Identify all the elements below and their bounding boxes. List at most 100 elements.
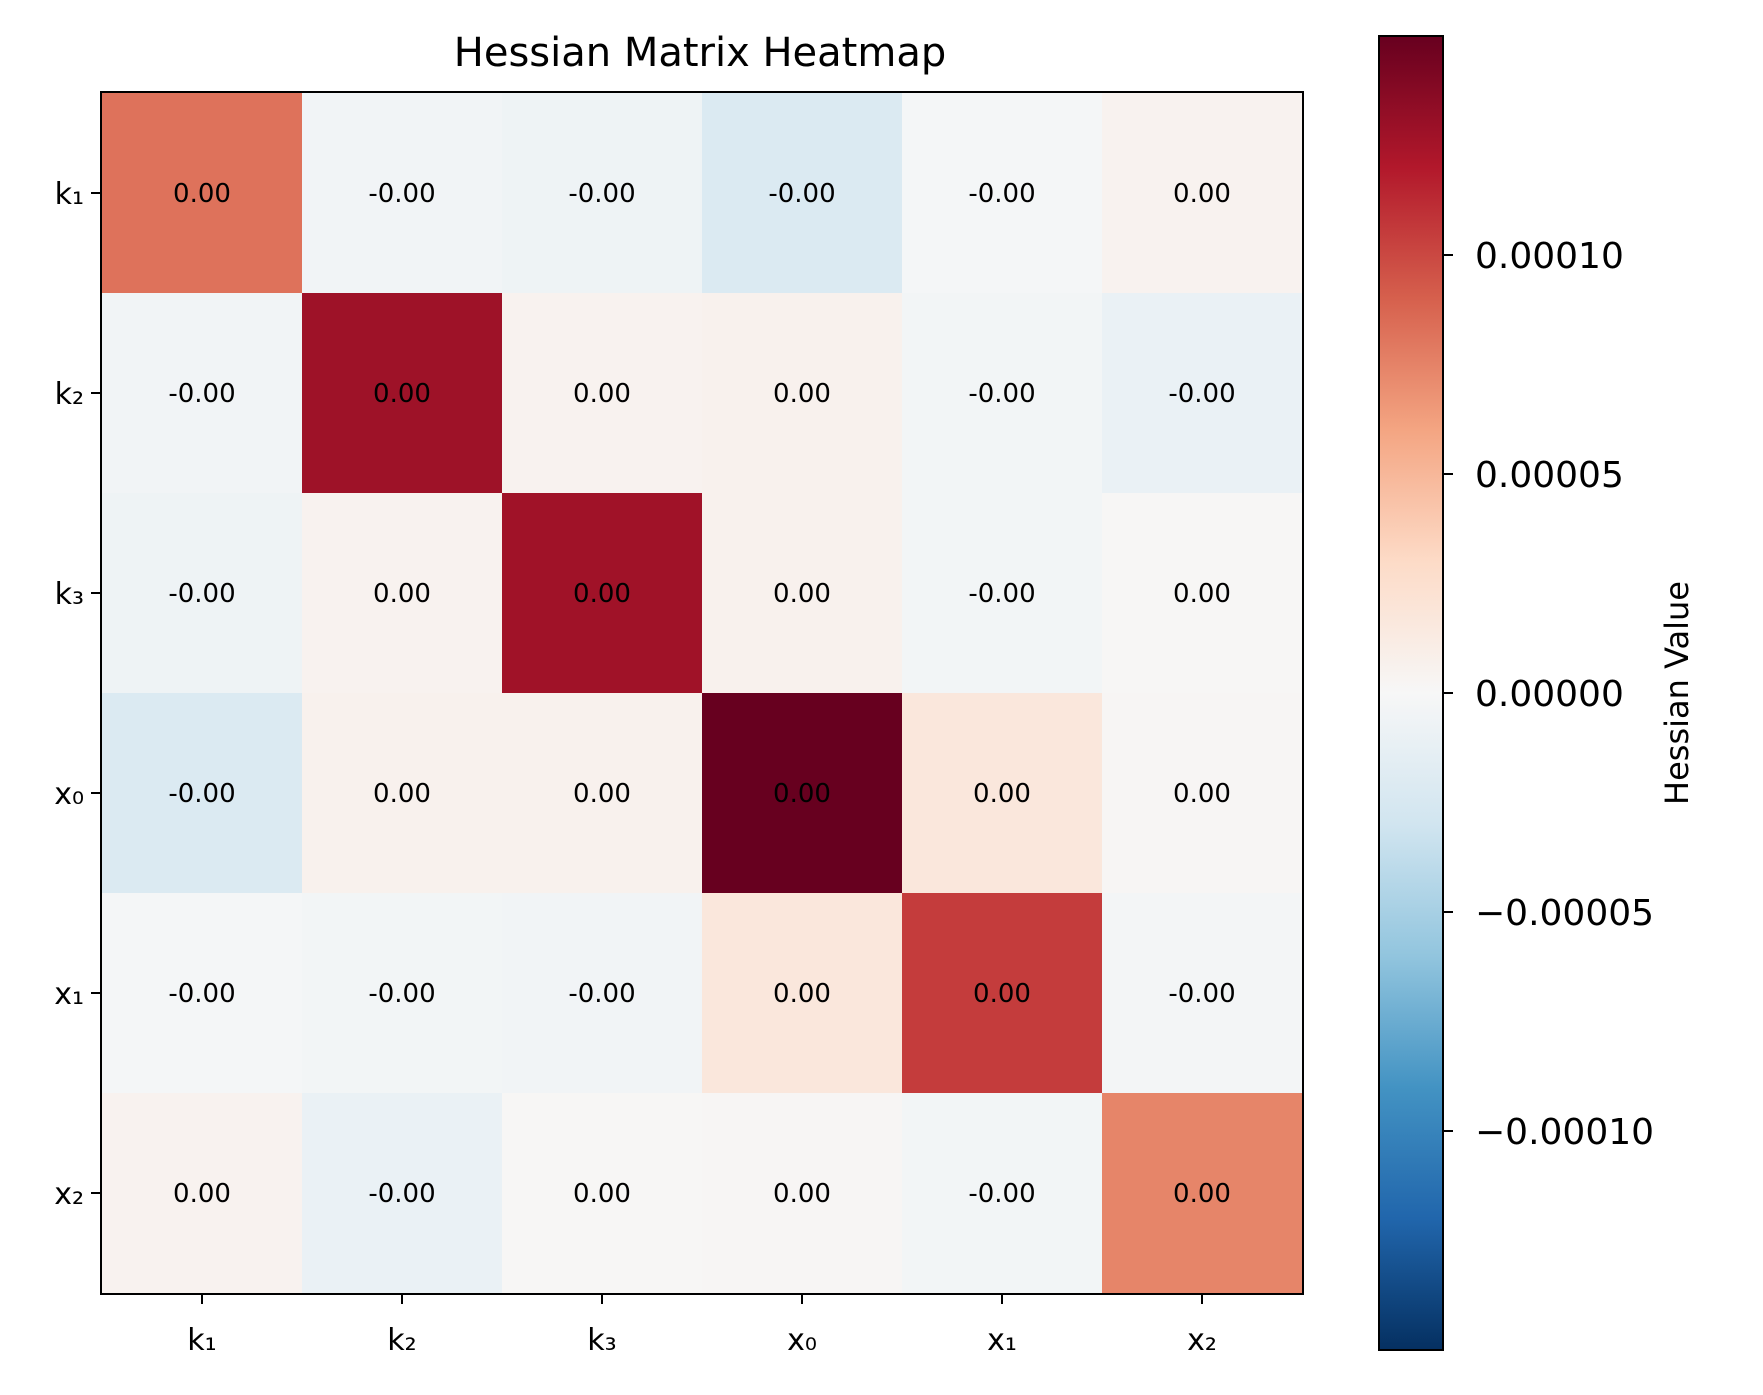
heatmap-cell (702, 493, 903, 694)
cell-value-label: 0.00 (573, 1179, 631, 1209)
x-tick-label: x₁ (987, 1323, 1017, 1358)
heatmap-cell (102, 293, 303, 494)
cell-value-label: 0.00 (973, 979, 1031, 1009)
cell-value-label: -0.00 (168, 379, 235, 409)
heatmap-cell (1102, 93, 1303, 294)
heatmap-cell (902, 693, 1103, 894)
cell-value-label: 0.00 (973, 779, 1031, 809)
heatmap-cell (102, 1093, 303, 1294)
cell-value-label: -0.00 (168, 779, 235, 809)
x-tick-label: k₂ (387, 1323, 416, 1358)
x-tick-label: x₂ (1187, 1323, 1217, 1358)
x-axis: k₁ k₂ k₃ x₀ x₁ x₂ (187, 1294, 1217, 1358)
cell-value-label: 0.00 (1173, 579, 1231, 609)
heatmap-cell (1102, 893, 1303, 1094)
colorbar (1378, 35, 1444, 1351)
colorbar-label: Hessian Value (1658, 581, 1696, 805)
chart-title: Hessian Matrix Heatmap (454, 30, 946, 76)
cell-value-label: 0.00 (773, 1179, 831, 1209)
heatmap-cell (502, 493, 703, 694)
cell-value-label: 0.00 (1173, 179, 1231, 209)
cell-value-label: -0.00 (1168, 979, 1235, 1009)
cell-value-label: 0.00 (173, 179, 231, 209)
cell-value-label: -0.00 (1168, 379, 1235, 409)
colorbar-axis: 0.00010 0.00005 0.00000 −0.00005 −0.00010 (1443, 236, 1654, 1153)
heatmap-cell (702, 293, 903, 494)
colorbar-tick-label: 0.00005 (1475, 455, 1624, 496)
cell-value-label: -0.00 (568, 979, 635, 1009)
y-tick-label: x₁ (54, 977, 84, 1012)
cell-value-label: -0.00 (168, 979, 235, 1009)
cell-value-label: 0.00 (573, 379, 631, 409)
heatmap-cell (102, 693, 303, 894)
heatmap-cell (902, 493, 1103, 694)
cell-value-label: 0.00 (1173, 1179, 1231, 1209)
heatmap-cell (702, 93, 903, 294)
heatmap-cell (902, 893, 1103, 1094)
cell-value-label: 0.00 (1173, 779, 1231, 809)
y-tick-label: x₀ (54, 777, 84, 812)
heatmap-cell (902, 93, 1103, 294)
heatmap-cell (302, 293, 503, 494)
cell-value-label: 0.00 (773, 379, 831, 409)
cell-value-label: -0.00 (968, 1179, 1035, 1209)
heatmap-cell (1102, 293, 1303, 494)
x-tick-label: k₃ (587, 1323, 616, 1358)
heatmap-cell (502, 293, 703, 494)
cell-value-label: -0.00 (568, 179, 635, 209)
cell-value-label: 0.00 (373, 579, 431, 609)
cell-value-label: 0.00 (773, 979, 831, 1009)
cell-value-label: 0.00 (173, 1179, 231, 1209)
y-tick-label: x₂ (54, 1177, 84, 1212)
heatmap-cell (502, 893, 703, 1094)
heatmap-cell (502, 93, 703, 294)
cell-value-label: 0.00 (773, 579, 831, 609)
cell-value-label: 0.00 (573, 579, 631, 609)
heatmap-cell (302, 1093, 503, 1294)
cell-value-label: 0.00 (573, 779, 631, 809)
y-tick-label: k₃ (55, 577, 84, 612)
y-tick-label: k₂ (55, 377, 84, 412)
heatmap-cell (302, 93, 503, 294)
y-axis: k₁ k₂ k₃ x₀ x₁ x₂ (54, 177, 101, 1212)
x-tick-label: k₁ (187, 1323, 216, 1358)
cell-value-label: -0.00 (168, 579, 235, 609)
heatmap-cell (902, 293, 1103, 494)
heatmap-cells (102, 93, 1303, 1294)
heatmap-cell (502, 693, 703, 894)
cell-value-label: -0.00 (368, 979, 435, 1009)
heatmap-cell (702, 693, 903, 894)
cell-value-label: 0.00 (373, 379, 431, 409)
x-tick-label: x₀ (787, 1323, 817, 1358)
heatmap-cell (902, 1093, 1103, 1294)
heatmap-cell (1102, 1093, 1303, 1294)
y-tick-label: k₁ (55, 177, 84, 212)
heatmap-cell (302, 493, 503, 694)
heatmap-cell (302, 893, 503, 1094)
cell-value-label: -0.00 (368, 1179, 435, 1209)
heatmap-cell (102, 93, 303, 294)
cell-value-label: -0.00 (968, 379, 1035, 409)
colorbar-tick-label: −0.00010 (1475, 1112, 1654, 1153)
cell-value-label: 0.00 (373, 779, 431, 809)
cell-value-label: -0.00 (368, 179, 435, 209)
heatmap-cell-labels: 0.00 -0.00 -0.00 -0.00 -0.00 0.00 -0.00 0.00 0.0… (168, 179, 1235, 1209)
heatmap-cell (502, 1093, 703, 1294)
cell-value-label: -0.00 (968, 179, 1035, 209)
heatmap-cell (702, 1093, 903, 1294)
plot-frame (100, 91, 1304, 1295)
cell-value-label: 0.00 (773, 779, 831, 809)
heatmap-cell (102, 893, 303, 1094)
heatmap-cell (1102, 693, 1303, 894)
heatmap-cell (702, 893, 903, 1094)
colorbar-tick-label: 0.00000 (1475, 674, 1624, 715)
colorbar-tick-label: 0.00010 (1475, 236, 1624, 277)
heatmap-cell (1102, 493, 1303, 694)
cell-value-label: -0.00 (968, 579, 1035, 609)
heatmap-cell (302, 693, 503, 894)
colorbar-tick-label: −0.00005 (1475, 893, 1654, 934)
cell-value-label: -0.00 (768, 179, 835, 209)
heatmap-cell (102, 493, 303, 694)
